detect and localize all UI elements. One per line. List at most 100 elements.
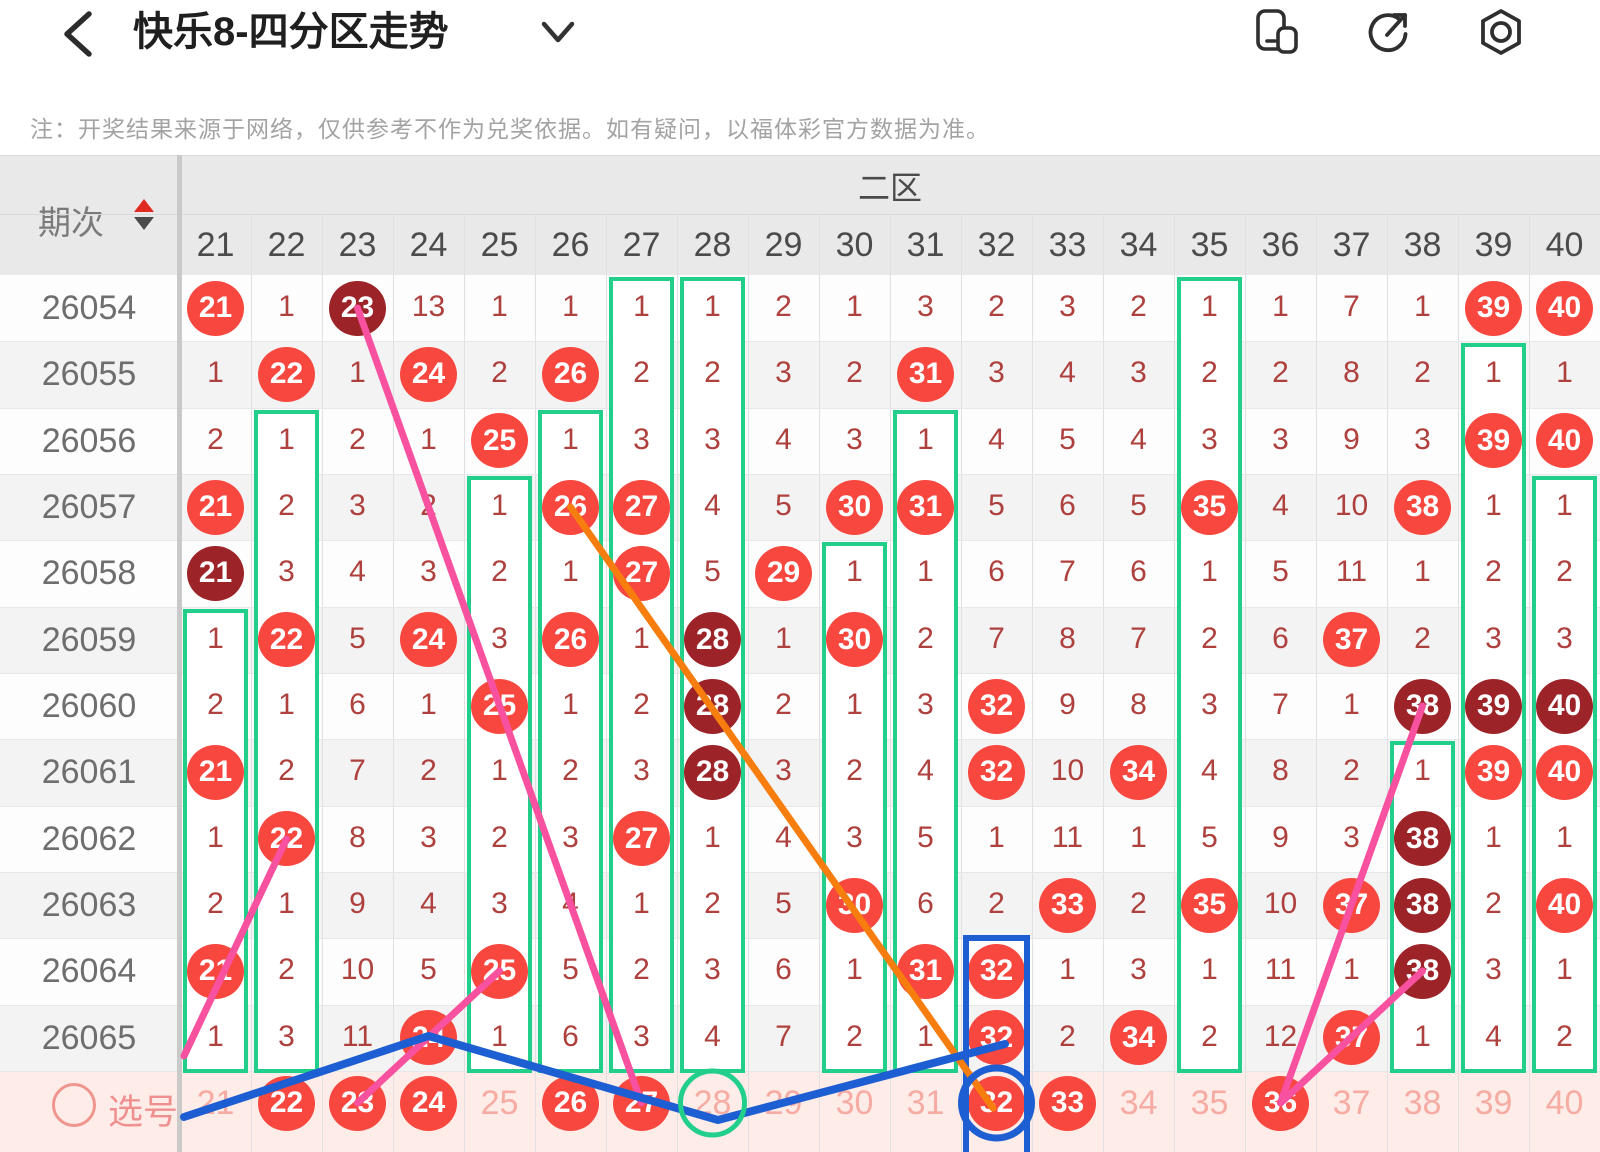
cell-26061-25: 1 bbox=[491, 754, 508, 788]
cell-26059-32: 7 bbox=[988, 621, 1005, 655]
selectable-number-25[interactable]: 25 bbox=[480, 1084, 519, 1122]
ball-26054-23: 23 bbox=[329, 280, 386, 336]
cell-26063-36: 10 bbox=[1263, 886, 1298, 920]
selected-number-26[interactable]: 26 bbox=[542, 1075, 599, 1131]
col-header-28[interactable]: 28 bbox=[693, 226, 732, 264]
cell-26055-37: 8 bbox=[1343, 356, 1360, 390]
col-header-33[interactable]: 33 bbox=[1048, 226, 1087, 264]
cell-26054-24: 13 bbox=[411, 290, 446, 323]
col-header-22[interactable]: 22 bbox=[267, 226, 306, 264]
chevron-down-icon[interactable] bbox=[538, 18, 578, 48]
col-header-27[interactable]: 27 bbox=[622, 226, 661, 264]
cell-26054-28: 1 bbox=[704, 290, 721, 323]
cell-26060-22: 1 bbox=[278, 687, 295, 721]
ball-26058-27: 27 bbox=[613, 545, 670, 601]
cell-26063-29: 5 bbox=[775, 886, 792, 920]
ball-26054-40: 40 bbox=[1536, 280, 1593, 336]
selectable-number-38[interactable]: 38 bbox=[1403, 1084, 1442, 1122]
ball-26060-39: 39 bbox=[1465, 678, 1522, 734]
col-header-25[interactable]: 25 bbox=[480, 226, 519, 264]
selectable-number-28[interactable]: 28 bbox=[693, 1084, 732, 1122]
cell-26057-34: 5 bbox=[1130, 488, 1147, 522]
back-button[interactable] bbox=[55, 8, 103, 60]
cell-26056-37: 9 bbox=[1343, 422, 1360, 456]
cell-26056-26: 1 bbox=[562, 422, 579, 456]
cell-26056-34: 4 bbox=[1130, 422, 1147, 456]
selectable-number-37[interactable]: 37 bbox=[1332, 1084, 1371, 1122]
period-column-header[interactable]: 期次 bbox=[38, 204, 104, 241]
selected-number-23[interactable]: 23 bbox=[329, 1075, 386, 1131]
col-header-38[interactable]: 38 bbox=[1403, 226, 1442, 264]
selected-number-24[interactable]: 24 bbox=[400, 1075, 457, 1131]
selectable-number-29[interactable]: 29 bbox=[764, 1084, 803, 1122]
cell-26061-22: 2 bbox=[278, 754, 295, 788]
col-header-32[interactable]: 32 bbox=[977, 226, 1016, 264]
selected-number-36[interactable]: 36 bbox=[1252, 1075, 1309, 1131]
ball-26065-37: 37 bbox=[1323, 1010, 1380, 1066]
col-header-30[interactable]: 30 bbox=[835, 226, 874, 264]
cell-26059-38: 2 bbox=[1414, 621, 1431, 655]
col-header-29[interactable]: 29 bbox=[764, 226, 803, 264]
col-header-36[interactable]: 36 bbox=[1261, 226, 1300, 264]
cell-26054-31: 3 bbox=[917, 290, 934, 323]
cell-26064-22: 2 bbox=[278, 953, 295, 987]
screen-switch-icon[interactable] bbox=[1251, 6, 1305, 60]
cell-26061-37: 2 bbox=[1343, 754, 1360, 788]
share-icon[interactable] bbox=[1361, 6, 1415, 60]
cell-26065-35: 2 bbox=[1201, 1019, 1218, 1053]
ball-26059-30: 30 bbox=[826, 612, 883, 668]
cell-26064-36: 11 bbox=[1264, 953, 1297, 987]
selectable-number-30[interactable]: 30 bbox=[835, 1084, 874, 1122]
selectable-number-31[interactable]: 31 bbox=[906, 1084, 945, 1122]
selected-number-27[interactable]: 27 bbox=[613, 1075, 670, 1131]
col-header-23[interactable]: 23 bbox=[338, 226, 377, 264]
col-header-35[interactable]: 35 bbox=[1190, 226, 1229, 264]
selectable-number-40[interactable]: 40 bbox=[1545, 1084, 1584, 1122]
cell-26055-32: 3 bbox=[988, 356, 1005, 390]
selected-number-22[interactable]: 22 bbox=[258, 1075, 315, 1131]
selectable-number-39[interactable]: 39 bbox=[1474, 1084, 1513, 1122]
selected-number-33[interactable]: 33 bbox=[1039, 1075, 1096, 1131]
cell-26064-35: 1 bbox=[1201, 953, 1218, 987]
col-header-40[interactable]: 40 bbox=[1545, 226, 1584, 264]
col-header-31[interactable]: 31 bbox=[906, 226, 945, 264]
sort-icon[interactable] bbox=[134, 199, 156, 233]
selectable-number-21[interactable]: 21 bbox=[196, 1084, 235, 1122]
period-26057: 26057 bbox=[41, 487, 137, 526]
cell-26059-33: 8 bbox=[1059, 621, 1076, 655]
selected-column-box bbox=[963, 935, 1030, 1152]
cell-26062-21: 1 bbox=[207, 820, 224, 854]
selectable-number-35[interactable]: 35 bbox=[1190, 1084, 1229, 1122]
selection-radio[interactable] bbox=[52, 1083, 96, 1127]
cell-26059-40: 3 bbox=[1556, 621, 1573, 655]
cell-26062-40: 1 bbox=[1556, 820, 1573, 854]
selectable-number-34[interactable]: 34 bbox=[1119, 1084, 1158, 1122]
grid-vline bbox=[1316, 215, 1317, 1152]
cell-26057-36: 4 bbox=[1272, 488, 1289, 522]
period-26065: 26065 bbox=[41, 1018, 137, 1057]
cell-26055-28: 2 bbox=[704, 356, 721, 390]
cell-26056-21: 2 bbox=[207, 422, 224, 456]
col-header-39[interactable]: 39 bbox=[1474, 226, 1513, 264]
cell-26060-36: 7 bbox=[1272, 687, 1289, 721]
cell-26054-36: 1 bbox=[1272, 290, 1289, 323]
col-header-37[interactable]: 37 bbox=[1332, 226, 1371, 264]
col-header-21[interactable]: 21 bbox=[196, 226, 235, 264]
cell-26056-29: 4 bbox=[775, 422, 792, 456]
ball-26064-21: 21 bbox=[187, 943, 244, 999]
cell-26064-33: 1 bbox=[1059, 953, 1076, 987]
ball-26061-40: 40 bbox=[1536, 744, 1593, 800]
ball-26060-40: 40 bbox=[1536, 678, 1593, 734]
col-header-34[interactable]: 34 bbox=[1119, 226, 1158, 264]
cell-26055-29: 3 bbox=[775, 356, 792, 390]
cell-26054-37: 7 bbox=[1343, 290, 1360, 323]
cell-26061-27: 3 bbox=[633, 754, 650, 788]
ball-26059-37: 37 bbox=[1323, 612, 1380, 668]
cell-26062-29: 4 bbox=[775, 820, 792, 854]
cell-26059-34: 7 bbox=[1130, 621, 1147, 655]
settings-icon[interactable] bbox=[1474, 6, 1528, 60]
col-header-26[interactable]: 26 bbox=[551, 226, 590, 264]
col-header-24[interactable]: 24 bbox=[409, 226, 448, 264]
grid-vline bbox=[1458, 215, 1459, 1152]
cell-26057-25: 1 bbox=[491, 488, 508, 522]
